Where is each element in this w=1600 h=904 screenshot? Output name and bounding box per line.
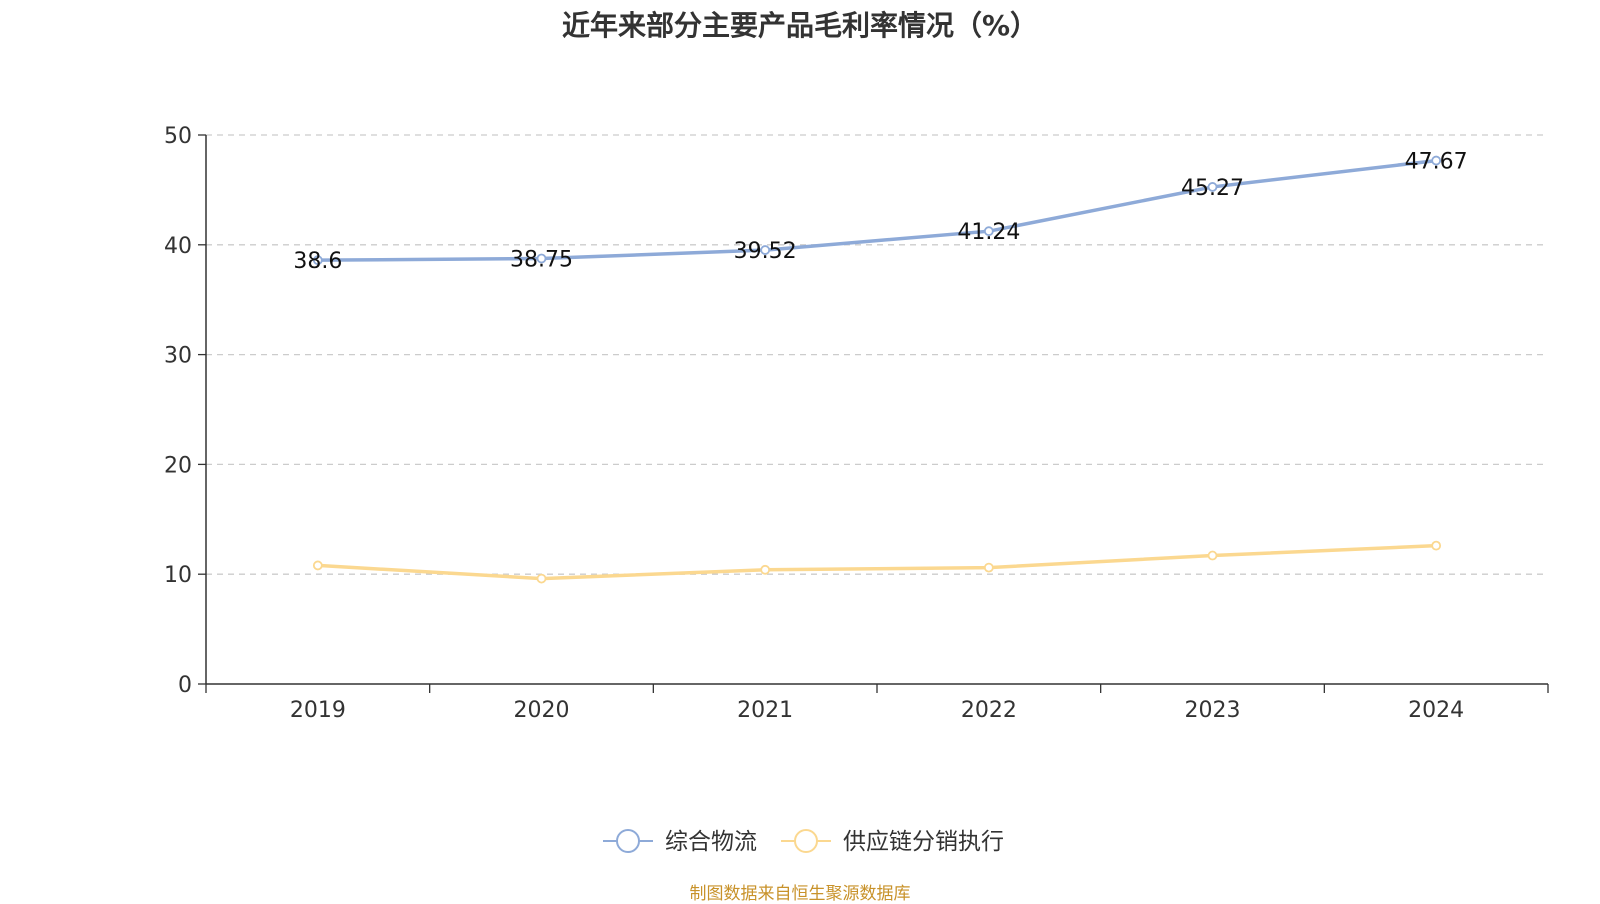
- data-point[interactable]: [983, 562, 994, 573]
- legend-item-1[interactable]: 供应链分销执行: [781, 829, 1004, 855]
- axes: 0 10 20 30 40 50 2019 2020 2021 2022 2023 2024: [164, 124, 1549, 723]
- data-point[interactable]: [760, 245, 771, 255]
- legend: 综合物流 供应链分销执行: [603, 829, 1004, 855]
- legend-item-0[interactable]: 综合物流: [603, 829, 757, 855]
- x-tick-label: 2020: [514, 698, 570, 723]
- grid-lines: [206, 134, 1548, 575]
- y-tick-label: 10: [164, 563, 192, 588]
- data-point[interactable]: [536, 573, 547, 584]
- y-tick-label: 30: [164, 344, 192, 369]
- data-point[interactable]: [312, 255, 323, 266]
- series-line-1: [317, 543, 1437, 581]
- series-line-0: [317, 158, 1437, 262]
- data-label: 38.6: [293, 249, 342, 274]
- y-tick-label: 50: [164, 124, 192, 149]
- data-point[interactable]: [1431, 540, 1442, 551]
- data-point[interactable]: [1207, 182, 1218, 192]
- data-point[interactable]: [983, 226, 994, 237]
- legend-marker: [616, 829, 640, 853]
- data-point[interactable]: [1207, 550, 1218, 561]
- source-note: 制图数据来自恒生聚源数据库: [689, 884, 911, 904]
- x-tick-label: 2022: [961, 698, 1017, 723]
- data-label: 41.24: [957, 220, 1020, 245]
- chart-title: 近年来部分主要产品毛利率情况（%）: [561, 9, 1039, 42]
- x-tick-label: 2019: [290, 698, 346, 723]
- x-tick-label: 2021: [737, 698, 793, 723]
- x-tick-label: 2023: [1185, 698, 1241, 723]
- y-tick-label: 20: [164, 453, 192, 478]
- data-labels: 38.6 38.75 39.52 41.24 45.27 47.67: [293, 150, 1467, 275]
- y-tick-label: 40: [164, 234, 192, 259]
- data-point[interactable]: [536, 253, 547, 264]
- data-point[interactable]: [312, 560, 323, 571]
- data-label: 39.52: [734, 239, 797, 264]
- legend-marker: [794, 829, 818, 853]
- legend-label: 综合物流: [665, 829, 757, 855]
- y-tick-label: 0: [178, 673, 192, 698]
- data-point[interactable]: [760, 564, 771, 575]
- data-label: 45.27: [1181, 176, 1244, 201]
- data-label: 38.75: [510, 248, 573, 273]
- legend-label: 供应链分销执行: [843, 829, 1004, 855]
- x-tick-label: 2024: [1408, 698, 1464, 723]
- data-label: 47.67: [1405, 150, 1468, 175]
- series-layer: [312, 155, 1442, 584]
- data-point[interactable]: [1431, 155, 1442, 166]
